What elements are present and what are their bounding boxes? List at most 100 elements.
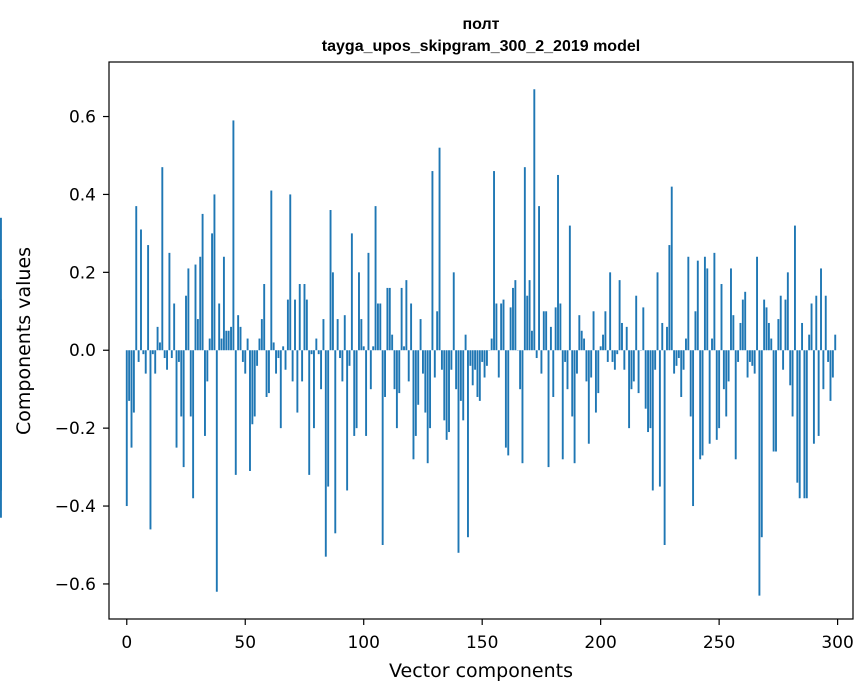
bar-129 bbox=[431, 171, 434, 351]
bar-undefined bbox=[0, 217, 2, 351]
bar-50 bbox=[244, 350, 247, 374]
bar-228 bbox=[666, 326, 668, 351]
bar-214 bbox=[632, 350, 635, 382]
bar-203 bbox=[606, 350, 609, 362]
bar-149 bbox=[478, 350, 481, 401]
bar-40 bbox=[220, 338, 223, 351]
bar-30 bbox=[196, 319, 199, 351]
bar-206 bbox=[613, 350, 616, 370]
bar-289 bbox=[810, 303, 813, 351]
bar-69 bbox=[289, 194, 292, 351]
bar-16 bbox=[163, 350, 166, 359]
bar-68 bbox=[286, 299, 289, 351]
bar-83 bbox=[322, 319, 325, 351]
bar-134 bbox=[443, 350, 446, 421]
bar-4 bbox=[135, 206, 138, 351]
bar-187 bbox=[568, 225, 571, 351]
bar-181 bbox=[554, 307, 557, 351]
bar-79 bbox=[313, 350, 315, 429]
bar-71 bbox=[294, 299, 296, 351]
bar-100 bbox=[362, 346, 365, 351]
bar-112 bbox=[391, 334, 394, 351]
chart-title-line1: полт bbox=[462, 16, 499, 33]
bar-201 bbox=[602, 334, 604, 351]
bar-224 bbox=[656, 272, 659, 351]
bar-29 bbox=[194, 264, 197, 351]
bar-258 bbox=[737, 350, 740, 362]
bar-223 bbox=[654, 350, 657, 370]
bar-8 bbox=[144, 350, 147, 374]
bar-251 bbox=[720, 284, 723, 351]
bar-151 bbox=[483, 350, 486, 378]
bar-85 bbox=[327, 350, 330, 487]
bar-190 bbox=[576, 350, 578, 374]
bar-133 bbox=[440, 350, 443, 370]
bar-141 bbox=[459, 350, 462, 401]
bar-293 bbox=[820, 268, 822, 351]
bar-9 bbox=[147, 245, 150, 351]
y-tick-label: 0.2 bbox=[69, 263, 96, 283]
bar-0 bbox=[125, 350, 128, 507]
bar-218 bbox=[642, 307, 645, 351]
bar-171 bbox=[530, 330, 533, 351]
bar-132 bbox=[438, 147, 441, 351]
bar-144 bbox=[467, 350, 469, 538]
bar-233 bbox=[677, 350, 680, 359]
bar-1 bbox=[128, 350, 131, 401]
bar-198 bbox=[594, 350, 597, 413]
bar-37 bbox=[213, 194, 216, 351]
x-tick-label: 150 bbox=[466, 633, 498, 653]
bar-170 bbox=[528, 280, 531, 351]
bar-75 bbox=[303, 284, 306, 351]
bar-105 bbox=[374, 206, 377, 351]
bar-44 bbox=[230, 326, 232, 351]
bar-241 bbox=[696, 260, 699, 351]
bar-267 bbox=[758, 350, 761, 596]
bar-298 bbox=[831, 350, 834, 378]
bar-67 bbox=[284, 350, 287, 370]
bar-14 bbox=[158, 342, 161, 351]
bar-3 bbox=[132, 350, 135, 413]
bar-131 bbox=[436, 311, 439, 351]
bar-127 bbox=[426, 350, 429, 464]
bar-196 bbox=[590, 350, 593, 378]
bar-96 bbox=[353, 350, 356, 436]
bar-211 bbox=[625, 326, 628, 351]
bar-114 bbox=[395, 350, 398, 429]
bar-226 bbox=[661, 322, 664, 351]
bar-55 bbox=[256, 350, 259, 366]
bar-45 bbox=[232, 120, 235, 351]
bar-77 bbox=[308, 350, 311, 475]
bar-264 bbox=[751, 350, 754, 366]
bar-205 bbox=[611, 350, 614, 362]
bar-148 bbox=[476, 350, 479, 397]
bar-160 bbox=[504, 350, 507, 448]
bar-65 bbox=[279, 350, 282, 429]
bar-255 bbox=[730, 268, 732, 351]
bar-204 bbox=[609, 272, 612, 351]
bar-230 bbox=[670, 186, 673, 351]
bar-52 bbox=[249, 350, 251, 471]
bar-270 bbox=[765, 307, 768, 351]
bar-126 bbox=[424, 350, 427, 413]
bar-104 bbox=[372, 346, 375, 351]
bar-121 bbox=[412, 350, 415, 460]
bar-18 bbox=[168, 252, 171, 351]
bar-282 bbox=[794, 225, 796, 351]
bar-297 bbox=[829, 350, 832, 401]
bar-152 bbox=[485, 350, 488, 366]
bar-278 bbox=[784, 299, 787, 351]
bar-222 bbox=[651, 350, 654, 491]
bar-257 bbox=[734, 350, 737, 460]
bar-97 bbox=[355, 350, 358, 429]
bar-265 bbox=[753, 350, 756, 374]
bar-274 bbox=[775, 350, 777, 452]
bar-176 bbox=[542, 311, 545, 351]
x-tick-label: 300 bbox=[821, 633, 853, 653]
bar-260 bbox=[741, 299, 744, 351]
bar-95 bbox=[350, 233, 353, 351]
bar-82 bbox=[320, 350, 323, 390]
bar-36 bbox=[211, 233, 214, 351]
bar-90 bbox=[339, 350, 341, 359]
bar-136 bbox=[448, 350, 450, 433]
